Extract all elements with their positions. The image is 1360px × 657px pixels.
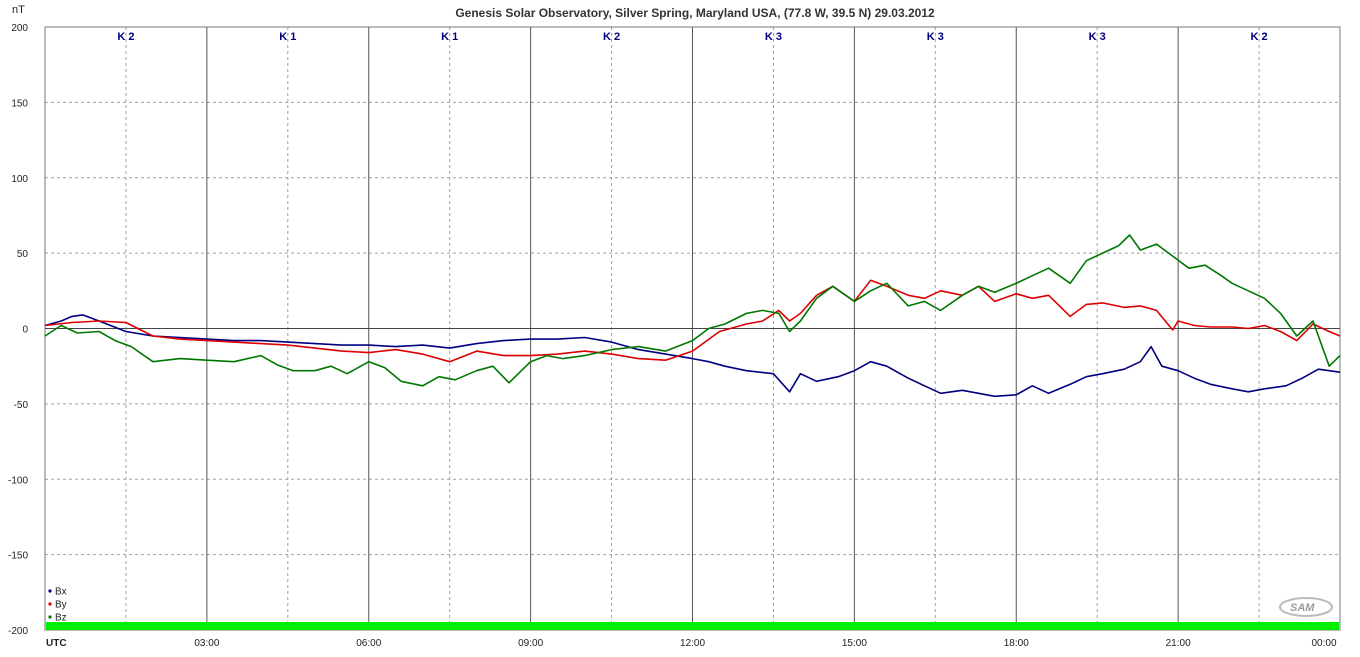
legend-label: Bx bbox=[55, 587, 67, 598]
k-index-labels: K 2 K 1 K 1 K 2 K 3 K 3 K 3 K 2 bbox=[117, 31, 1267, 43]
sam-logo: SAM bbox=[1279, 597, 1333, 617]
k-index-label: K 1 bbox=[279, 31, 296, 43]
series-bz-line bbox=[44, 234, 1341, 387]
x-tick-label: 15:00 bbox=[842, 638, 867, 649]
k-index-label: K 2 bbox=[1251, 31, 1268, 43]
logo-text: SAM bbox=[1290, 602, 1315, 614]
k-index-label: K 3 bbox=[765, 31, 782, 43]
y-tick-label: 50 bbox=[17, 249, 29, 260]
x-tick-label: 06:00 bbox=[356, 638, 381, 649]
k-index-label: K 3 bbox=[1089, 31, 1106, 43]
y-tick-label: -150 bbox=[8, 551, 28, 562]
y-tick-label: 0 bbox=[22, 325, 28, 336]
status-bar bbox=[46, 622, 1339, 630]
y-tick-label: 150 bbox=[11, 98, 28, 109]
y-tick-labels: 200 150 100 50 0 -50 -100 -150 -200 bbox=[8, 23, 28, 637]
y-tick-label: 200 bbox=[11, 23, 28, 34]
k-index-label: K 1 bbox=[441, 31, 458, 43]
legend-label: By bbox=[55, 600, 67, 611]
x-tick-label: 12:00 bbox=[680, 638, 705, 649]
series-lines bbox=[44, 234, 1341, 398]
legend-marker bbox=[48, 589, 52, 593]
x-tick-label: 03:00 bbox=[194, 638, 219, 649]
x-tick-label: 18:00 bbox=[1004, 638, 1029, 649]
legend-marker bbox=[48, 602, 52, 606]
x-tick-label: 09:00 bbox=[518, 638, 543, 649]
y-tick-label: -100 bbox=[8, 475, 28, 486]
logo-swoosh bbox=[1279, 597, 1333, 617]
k-index-label: K 2 bbox=[603, 31, 620, 43]
x-tick-labels: 03:00 06:00 09:00 12:00 15:00 18:00 21:00 00:00 bbox=[194, 638, 1337, 649]
legend-label: Bz bbox=[55, 613, 67, 624]
legend: Bx By Bz bbox=[48, 587, 67, 624]
legend-marker bbox=[48, 615, 52, 619]
y-axis-unit: nT bbox=[12, 4, 25, 16]
k-index-label: K 2 bbox=[117, 31, 134, 43]
y-tick-label: -200 bbox=[8, 626, 28, 637]
x-axis-utc-label: UTC bbox=[46, 638, 67, 649]
x-tick-label: 21:00 bbox=[1166, 638, 1191, 649]
y-tick-label: -50 bbox=[14, 400, 29, 411]
chart-title: Genesis Solar Observatory, Silver Spring… bbox=[455, 6, 935, 20]
x-tick-label: 00:00 bbox=[1311, 638, 1336, 649]
series-bx-line bbox=[44, 314, 1341, 398]
series-by-line bbox=[44, 279, 1341, 363]
k-index-label: K 3 bbox=[927, 31, 944, 43]
y-tick-label: 100 bbox=[11, 174, 28, 185]
